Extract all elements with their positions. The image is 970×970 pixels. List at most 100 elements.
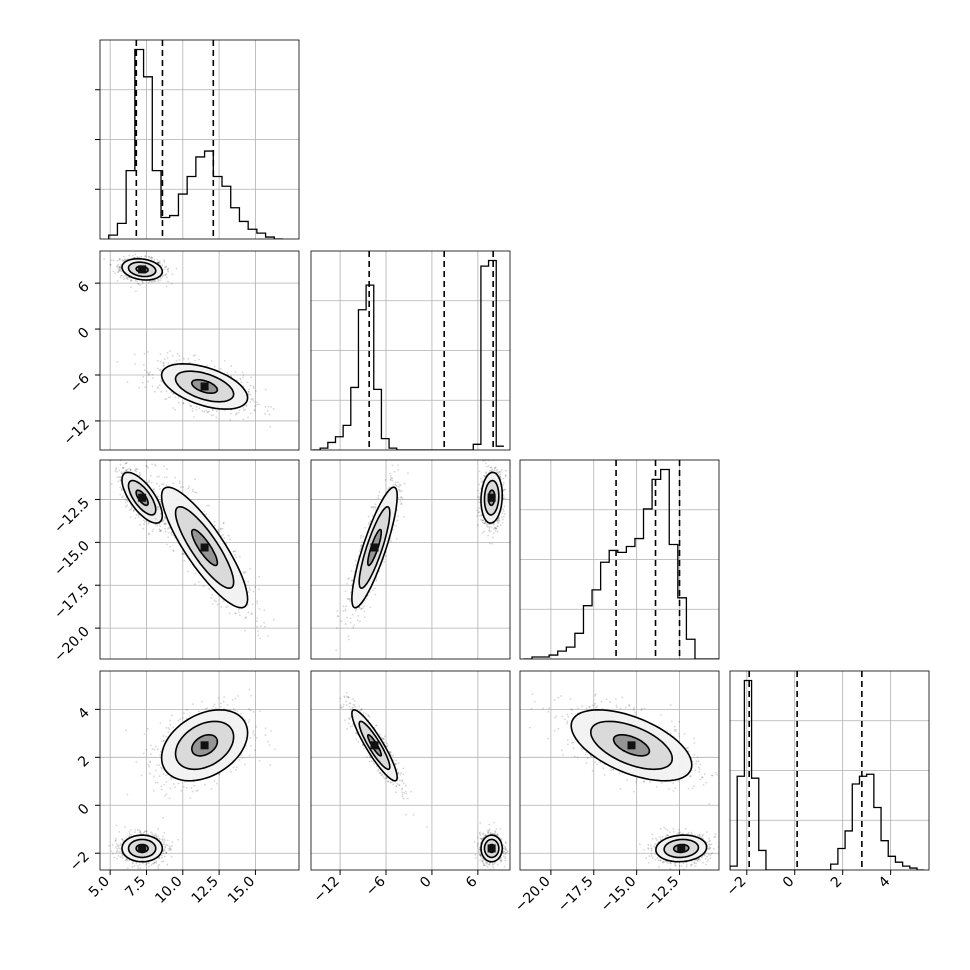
scatter-point (494, 530, 497, 532)
scatter-point (158, 384, 161, 387)
scatter-point (156, 508, 159, 511)
scatter-point (143, 523, 145, 526)
scatter-point (191, 407, 194, 410)
scatter-point (159, 368, 162, 371)
scatter-point (504, 475, 507, 478)
scatter-point (125, 469, 128, 472)
scatter-point (124, 505, 127, 508)
scatter-point (215, 410, 218, 413)
scatter-point (137, 282, 140, 285)
scatter-point (191, 488, 194, 491)
scatter-point (163, 516, 166, 519)
scatter-point (264, 406, 267, 408)
scatter-point (488, 542, 491, 545)
scatter-point (485, 462, 487, 465)
scatter-point (128, 254, 131, 257)
scatter-point (487, 465, 490, 467)
scatter-point (481, 519, 484, 522)
scatter-point (255, 403, 258, 406)
scatter-point (121, 472, 123, 475)
scatter-point (132, 509, 135, 512)
scatter-point (238, 611, 240, 614)
scatter-point (227, 605, 229, 608)
scatter-point (137, 513, 140, 516)
scatter-point (169, 350, 172, 352)
scatter-point (484, 520, 487, 523)
scatter-point (500, 516, 503, 519)
scatter-point (502, 477, 505, 480)
scatter-point (211, 593, 214, 596)
scatter-point (193, 416, 195, 418)
scatter-point (254, 405, 256, 407)
scatter-point (174, 396, 177, 399)
scatter-point (211, 602, 214, 605)
scatter-point (208, 588, 210, 590)
scatter-point (268, 413, 271, 416)
scatter-point (124, 462, 127, 465)
scatter-point (158, 522, 161, 525)
scatter-point (162, 364, 165, 367)
scatter-point (347, 578, 349, 580)
scatter-point (155, 507, 157, 510)
scatter-point (134, 290, 137, 293)
scatter-point (158, 261, 161, 264)
scatter-point (156, 359, 159, 362)
scatter-point (159, 370, 162, 373)
scatter-point (482, 474, 485, 477)
scatter-point (114, 470, 117, 472)
scatter-point (164, 274, 167, 277)
scatter-point (247, 591, 250, 593)
scatter-point (174, 476, 177, 479)
scatter-point (210, 360, 213, 362)
scatter-point (194, 354, 196, 357)
scatter-point (242, 376, 245, 379)
scatter-point (249, 589, 252, 591)
scatter-point (166, 356, 169, 359)
scatter-point (170, 534, 173, 536)
scatter-point (136, 280, 139, 283)
scatter-point (122, 467, 124, 470)
scatter-point (242, 406, 245, 409)
scatter-point (162, 519, 165, 522)
scatter-point (194, 478, 196, 481)
scatter-point (144, 255, 147, 257)
scatter-point (160, 277, 162, 280)
scatter-point (237, 411, 240, 414)
scatter-point (133, 363, 136, 365)
scatter-point (166, 269, 169, 271)
scatter-point (123, 470, 126, 473)
panel-0-2 (99, 459, 300, 667)
scatter-point (253, 408, 256, 411)
scatter-point (480, 477, 482, 480)
scatter-point (130, 279, 132, 281)
scatter-point (159, 525, 162, 528)
scatter-point (134, 279, 137, 282)
scatter-point (247, 580, 250, 583)
scatter-point (198, 407, 200, 410)
scatter-point (123, 498, 126, 501)
scatter-point (165, 273, 168, 276)
scatter-point (234, 371, 237, 374)
scatter-point (119, 486, 122, 489)
scatter-point (230, 375, 232, 377)
scatter-point (278, 665, 280, 667)
scatter-point (243, 571, 246, 573)
scatter-point (116, 267, 119, 269)
scatter-point (480, 481, 483, 483)
scatter-point (148, 256, 151, 258)
scatter-point (159, 529, 162, 532)
scatter-point (139, 473, 142, 476)
scatter-point (164, 523, 167, 526)
scatter-point (145, 482, 148, 485)
scatter-point (122, 259, 124, 262)
scatter-point (156, 387, 159, 389)
scatter-point (159, 500, 162, 503)
scatter-point (118, 269, 121, 271)
scatter-point (476, 489, 479, 492)
scatter-point (170, 391, 173, 393)
scatter-point (197, 581, 200, 583)
scatter-point (163, 465, 165, 468)
scatter-point (477, 524, 479, 526)
scatter-point (125, 275, 128, 278)
scatter-point (484, 522, 487, 525)
